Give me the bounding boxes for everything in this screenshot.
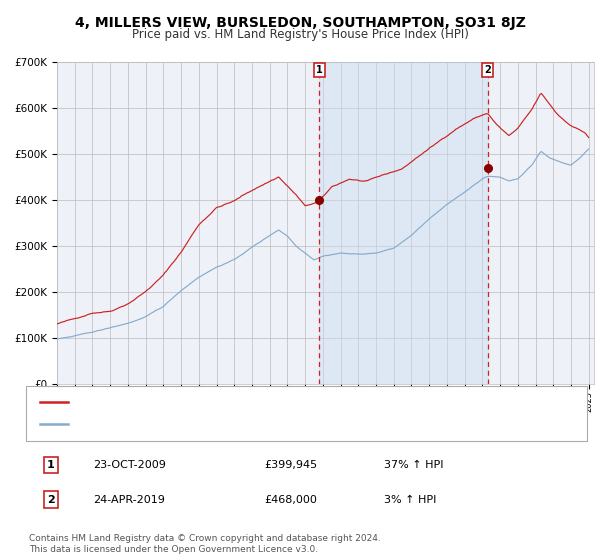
Text: 23-OCT-2009: 23-OCT-2009 (93, 460, 166, 470)
Text: 1: 1 (316, 64, 323, 74)
Text: 2: 2 (484, 64, 491, 74)
Text: Contains HM Land Registry data © Crown copyright and database right 2024.
This d: Contains HM Land Registry data © Crown c… (29, 534, 380, 554)
Text: £468,000: £468,000 (264, 494, 317, 505)
Text: 1: 1 (47, 460, 55, 470)
Text: 3% ↑ HPI: 3% ↑ HPI (384, 494, 436, 505)
Text: 2: 2 (47, 494, 55, 505)
Text: HPI: Average price, detached house, Eastleigh: HPI: Average price, detached house, East… (74, 419, 332, 429)
Text: 24-APR-2019: 24-APR-2019 (93, 494, 165, 505)
Text: Price paid vs. HM Land Registry's House Price Index (HPI): Price paid vs. HM Land Registry's House … (131, 28, 469, 41)
Text: 4, MILLERS VIEW, BURSLEDON, SOUTHAMPTON, SO31 8JZ (detached house): 4, MILLERS VIEW, BURSLEDON, SOUTHAMPTON,… (74, 398, 499, 408)
Bar (319, 62, 488, 384)
Text: 4, MILLERS VIEW, BURSLEDON, SOUTHAMPTON, SO31 8JZ: 4, MILLERS VIEW, BURSLEDON, SOUTHAMPTON,… (74, 16, 526, 30)
Text: 37% ↑ HPI: 37% ↑ HPI (384, 460, 443, 470)
Text: £399,945: £399,945 (264, 460, 317, 470)
